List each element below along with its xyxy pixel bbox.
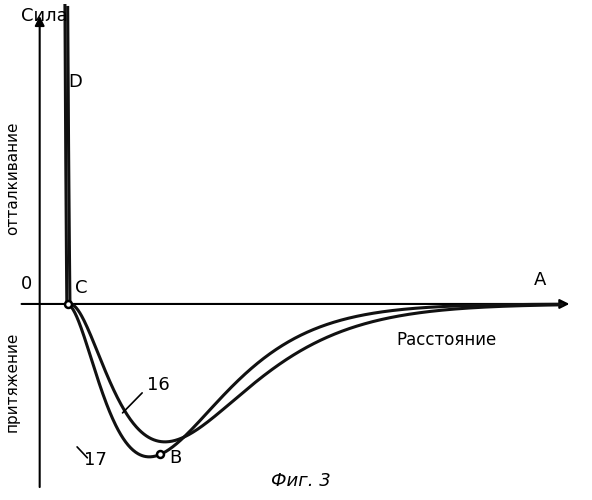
Text: A: A xyxy=(534,271,546,289)
Text: Сила: Сила xyxy=(21,7,68,25)
Text: Фиг. 3: Фиг. 3 xyxy=(271,472,330,490)
Text: 17: 17 xyxy=(84,451,107,469)
Text: B: B xyxy=(169,449,181,467)
Text: D: D xyxy=(68,73,82,91)
Text: 16: 16 xyxy=(147,376,169,394)
Text: отталкивание: отталкивание xyxy=(5,122,20,235)
Text: 0: 0 xyxy=(21,275,32,293)
Text: Расстояние: Расстояние xyxy=(397,331,497,349)
Text: C: C xyxy=(75,279,88,297)
Text: притяжение: притяжение xyxy=(5,332,20,432)
